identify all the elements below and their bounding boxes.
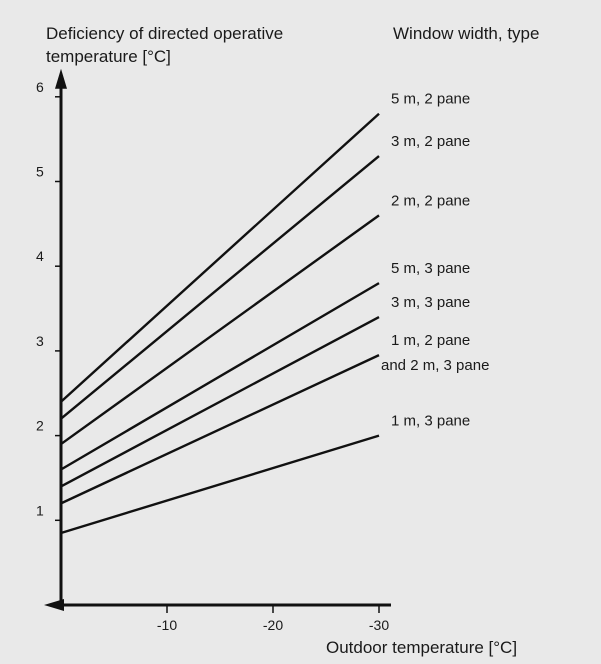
- series-line: [60, 214, 380, 446]
- x-tick-label: -20: [263, 617, 283, 633]
- series-line: [60, 315, 380, 488]
- y-axis-arrow: [55, 68, 67, 89]
- legend-title: Window width, type: [393, 24, 539, 43]
- x-axis-title: Outdoor temperature [°C]: [326, 638, 517, 657]
- y-tick-label: 2: [36, 418, 44, 434]
- series-label: 1 m, 3 pane: [391, 413, 470, 430]
- series-label: 3 m, 3 pane: [391, 294, 470, 311]
- series-line: [60, 282, 380, 471]
- series-line: [60, 112, 380, 403]
- x-tick-label: -10: [157, 617, 177, 633]
- y-axis-title-line-2: temperature [°C]: [46, 47, 171, 66]
- y-tick-label: 6: [36, 79, 44, 95]
- y-tick-label: 1: [36, 502, 44, 518]
- series-lines: [60, 112, 380, 535]
- x-axis-arrow: [44, 599, 64, 611]
- y-axis-title-line-1: Deficiency of directed operative: [46, 24, 283, 43]
- series-label: 5 m, 2 pane: [391, 91, 470, 108]
- series-label-line-2: and 2 m, 3 pane: [381, 357, 489, 374]
- series-label: 3 m, 2 pane: [391, 133, 470, 150]
- series-label: 1 m, 2 pane: [391, 332, 470, 349]
- series-labels: 5 m, 2 pane 3 m, 2 pane 2 m, 2 pane 5 m, 3 …: [381, 91, 489, 430]
- axes: [44, 68, 391, 611]
- series-label: 2 m, 2 pane: [391, 192, 470, 209]
- series-line: [60, 354, 380, 505]
- y-tick-label: 3: [36, 333, 44, 349]
- ticks: 1 2 3 4 5 6 -10 -20 -30: [36, 79, 389, 633]
- series-line: [60, 155, 380, 420]
- series-label: 5 m, 3 pane: [391, 260, 470, 277]
- x-tick-label: -30: [369, 617, 389, 633]
- y-tick-label: 5: [36, 164, 44, 180]
- y-tick-label: 4: [36, 248, 44, 264]
- series-line: [60, 434, 380, 535]
